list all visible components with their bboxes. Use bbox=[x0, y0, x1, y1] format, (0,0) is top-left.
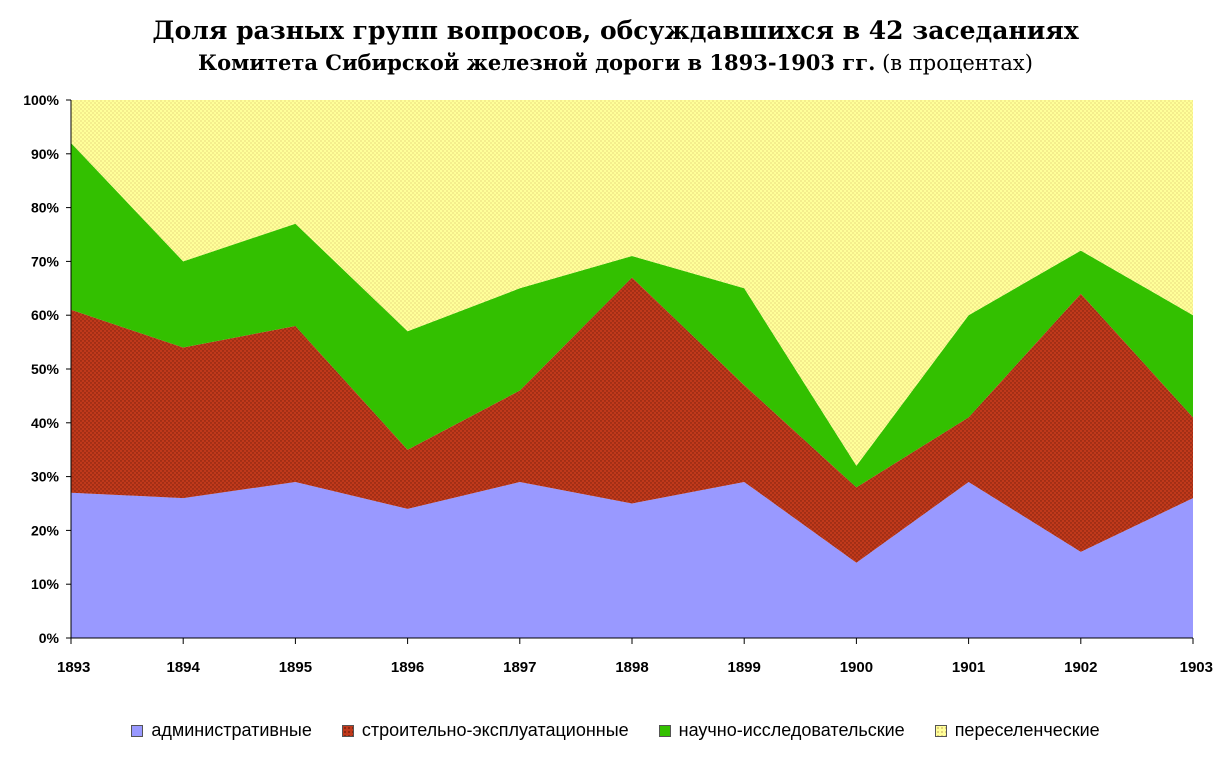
area-series-2 bbox=[71, 277, 1193, 563]
y-tick-label: 20% bbox=[31, 522, 60, 538]
x-tick-label: 1903 bbox=[1180, 659, 1213, 676]
x-tick-label: 1900 bbox=[840, 659, 873, 676]
y-tick-label: 30% bbox=[31, 469, 60, 485]
chart-title-line2-bold: Комитета Сибирской железной дороги в 189… bbox=[198, 50, 876, 75]
legend-label: научно-исследовательские bbox=[678, 720, 905, 740]
legend-swatch bbox=[658, 724, 671, 737]
y-tick-label: 50% bbox=[31, 361, 60, 377]
axes: 0% 10% 20% 30% 40% 50% 60% 70% 80% 90% 100% 1893 189… bbox=[23, 92, 1213, 676]
area-series-1 bbox=[71, 482, 1193, 638]
y-tick-label: 80% bbox=[31, 200, 60, 216]
y-tick-label: 70% bbox=[31, 253, 60, 269]
stacked-area-chart: 0% 10% 20% 30% 40% 50% 60% 70% 80% 90% 100% 1893 189… bbox=[23, 92, 1213, 676]
y-tick-label: 10% bbox=[31, 576, 60, 592]
legend-item: переселенческие bbox=[934, 720, 1100, 741]
x-tick-label: 1896 bbox=[391, 659, 424, 676]
legend: административные строительно-эксплуатацио… bbox=[0, 720, 1231, 741]
legend-label: административные bbox=[151, 720, 312, 740]
chart-title-line1: Доля разных групп вопросов, обсуждавшихс… bbox=[152, 16, 1079, 45]
legend-item: строительно-эксплуатационные bbox=[341, 720, 629, 741]
y-tick-label: 100% bbox=[23, 92, 59, 108]
legend-swatch bbox=[934, 724, 947, 737]
legend-label: переселенческие bbox=[954, 720, 1100, 740]
x-tick-label: 1894 bbox=[167, 659, 201, 676]
y-tick-label: 0% bbox=[39, 630, 60, 646]
chart-title: Доля разных групп вопросов, обсуждавшихс… bbox=[0, 14, 1231, 78]
legend-item: научно-исследовательские bbox=[658, 720, 905, 741]
x-tick-label: 1899 bbox=[728, 659, 761, 676]
x-tick-label: 1897 bbox=[503, 659, 536, 676]
x-tick-label: 1893 bbox=[57, 659, 90, 676]
x-tick-label: 1898 bbox=[615, 659, 648, 676]
y-tick-label: 40% bbox=[31, 415, 60, 431]
legend-label: строительно-эксплуатационные bbox=[361, 720, 629, 740]
x-tick-label: 1901 bbox=[952, 659, 985, 676]
x-tick-label: 1895 bbox=[279, 659, 312, 676]
area-series-4 bbox=[71, 100, 1193, 466]
y-tick-label: 60% bbox=[31, 307, 60, 323]
x-tick-label: 1902 bbox=[1064, 659, 1097, 676]
legend-item: административные bbox=[131, 720, 312, 741]
legend-swatch bbox=[131, 724, 144, 737]
chart-title-line2-normal: (в процентах) bbox=[875, 51, 1033, 75]
chart-title-line2: Комитета Сибирской железной дороги в 189… bbox=[0, 48, 1231, 78]
area-series-3 bbox=[71, 143, 1193, 488]
series-areas bbox=[71, 100, 1193, 638]
legend-swatch bbox=[341, 724, 354, 737]
y-tick-label: 90% bbox=[31, 146, 60, 162]
